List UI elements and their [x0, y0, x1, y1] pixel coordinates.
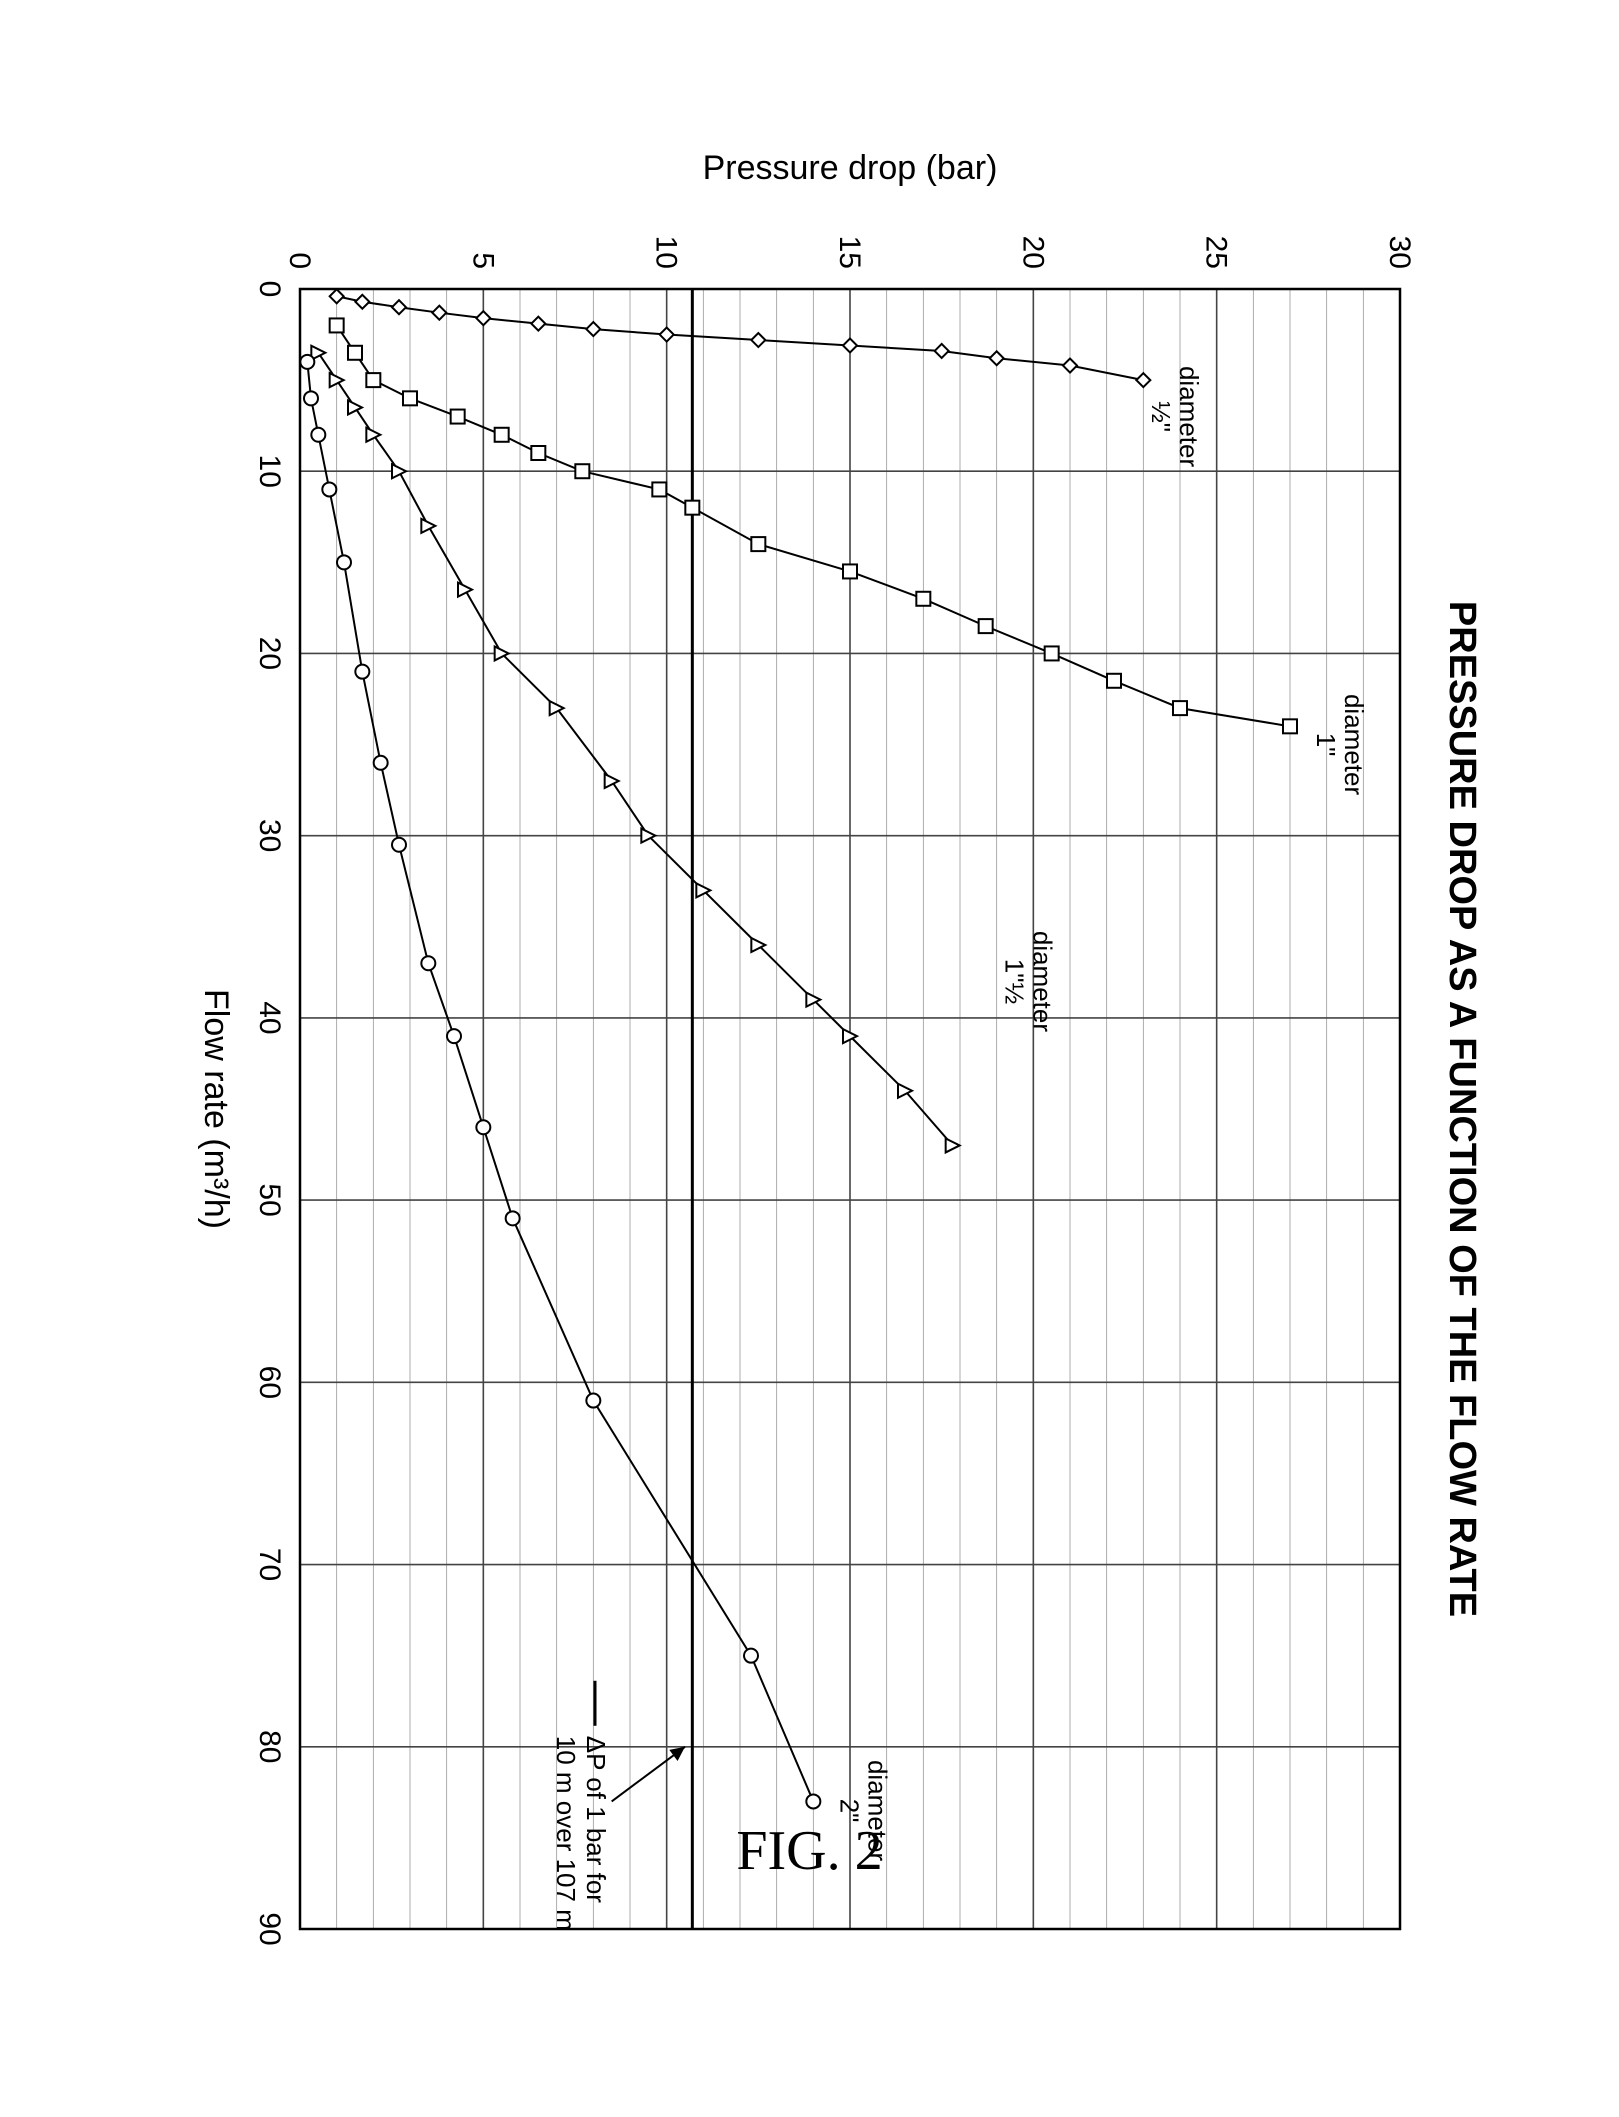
data-marker — [652, 482, 666, 496]
data-marker — [586, 1393, 600, 1407]
y-axis-label: Pressure drop (bar) — [702, 149, 997, 187]
y-tick-label: 10 — [649, 235, 682, 268]
data-marker — [421, 956, 435, 970]
x-axis-label: Flow rate (m³/h) — [197, 989, 235, 1229]
data-marker — [476, 1120, 490, 1134]
data-marker — [1044, 646, 1058, 660]
x-tick-label: 10 — [253, 454, 286, 487]
data-marker — [978, 619, 992, 633]
data-marker — [403, 391, 417, 405]
y-tick-label: 20 — [1016, 235, 1049, 268]
data-marker — [392, 837, 406, 851]
data-marker — [366, 373, 380, 387]
data-marker — [575, 464, 589, 478]
x-tick-label: 0 — [253, 280, 286, 297]
pressure-drop-chart: 0 10 20 30 40 50 60 70 80 90 0 5 10 15 20 25 30 Flow rate… — [110, 109, 1510, 2009]
data-marker — [494, 427, 508, 441]
x-tick-label: 40 — [253, 1001, 286, 1034]
data-marker — [1107, 673, 1121, 687]
data-marker — [329, 318, 343, 332]
data-marker — [447, 1029, 461, 1043]
x-tick-label: 60 — [253, 1365, 286, 1398]
figure-caption: FIG. 2 — [736, 1819, 882, 1883]
data-marker — [337, 555, 351, 569]
x-tick-label: 70 — [253, 1547, 286, 1580]
x-tick-label: 80 — [253, 1730, 286, 1763]
x-tick-label: 30 — [253, 818, 286, 851]
data-marker — [744, 1648, 758, 1662]
data-marker — [348, 345, 362, 359]
data-marker — [355, 664, 369, 678]
data-marker — [806, 1794, 820, 1808]
y-tick-label: 15 — [833, 235, 866, 268]
data-marker — [304, 391, 318, 405]
data-marker — [322, 482, 336, 496]
x-tick-label: 90 — [253, 1912, 286, 1945]
reference-label: ΔP of 1 bar for10 m over 107 m — [551, 1735, 611, 1930]
data-marker — [300, 354, 314, 368]
data-marker — [1283, 719, 1297, 733]
chart-rotated-container: 0 10 20 30 40 50 60 70 80 90 0 5 10 15 20 25 30 Flow rate… — [110, 109, 1510, 2009]
data-marker — [531, 446, 545, 460]
x-tick-label: 50 — [253, 1183, 286, 1216]
y-tick-label: 30 — [1383, 235, 1416, 268]
page: 0 10 20 30 40 50 60 70 80 90 0 5 10 15 20 25 30 Flow rate… — [0, 0, 1619, 2117]
data-marker — [685, 500, 699, 514]
data-marker — [843, 564, 857, 578]
data-marker — [916, 591, 930, 605]
x-tick-label: 20 — [253, 636, 286, 669]
data-marker — [505, 1211, 519, 1225]
data-marker — [373, 755, 387, 769]
data-marker — [450, 409, 464, 423]
data-marker — [311, 427, 325, 441]
chart-title: PRESSURE DROP AS A FUNCTION OF THE FLOW … — [1441, 600, 1483, 1616]
y-tick-label: 5 — [466, 252, 499, 269]
data-marker — [751, 537, 765, 551]
y-tick-label: 0 — [283, 252, 316, 269]
y-tick-label: 25 — [1199, 235, 1232, 268]
data-marker — [1173, 701, 1187, 715]
